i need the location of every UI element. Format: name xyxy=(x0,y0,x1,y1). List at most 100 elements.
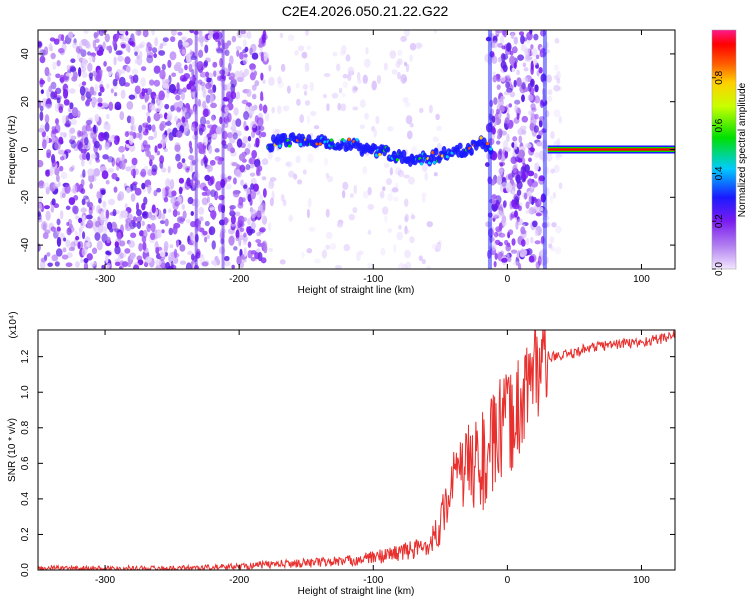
spectrogram-cell xyxy=(501,45,506,50)
spectrogram-cell xyxy=(240,30,247,35)
spectrogram-cell xyxy=(39,111,44,122)
spectrogram-cell xyxy=(363,58,371,68)
spectrogram-cell xyxy=(232,78,238,85)
spectrogram-cell xyxy=(179,187,183,192)
spectrogram-cell xyxy=(169,178,175,189)
spectrogram-cell xyxy=(217,75,222,81)
spectrogram-cell xyxy=(146,150,152,158)
spectrogram-cell xyxy=(179,260,187,265)
spectrogram-cell xyxy=(159,251,166,257)
spectrogram-cell xyxy=(530,48,538,57)
spectrogram-cell xyxy=(141,104,146,110)
spectrogram-cell xyxy=(534,240,541,245)
spectrogram-cell xyxy=(83,137,89,146)
spectrogram-cell xyxy=(294,50,299,56)
spectrogram-cell xyxy=(39,55,46,64)
spectrogram-cell xyxy=(529,122,535,132)
spectrogram-cell xyxy=(276,105,282,114)
spectrogram-cell xyxy=(116,68,122,77)
spectrogram-cell xyxy=(389,50,397,59)
spectrogram-cell xyxy=(232,190,240,198)
spectrogram-cell xyxy=(309,81,314,92)
spectrogram-cell xyxy=(342,73,348,79)
spectrogram-cell xyxy=(216,48,224,54)
spectrogram-cell xyxy=(229,72,236,79)
spectrogram-cell xyxy=(132,181,138,186)
spectrogram-cell xyxy=(69,102,74,110)
spectrogram-cell xyxy=(80,148,87,154)
spectrogram-cell xyxy=(120,89,126,100)
spectrogram-cell xyxy=(230,215,236,225)
spectrogram-cell xyxy=(421,258,426,265)
spectrogram-cell xyxy=(96,240,103,251)
spectrogram-cell xyxy=(59,156,65,161)
spectrogram-cell xyxy=(97,216,101,222)
spectrogram-cell xyxy=(398,262,405,269)
spectrogram-cell xyxy=(513,140,518,150)
spectrogram-cell xyxy=(131,68,139,75)
spectrogram-cell xyxy=(409,236,415,244)
spectrogram-cell xyxy=(208,228,213,235)
spectrogram-cell xyxy=(523,37,528,42)
spectrogram-cell xyxy=(387,126,394,132)
spectrogram-cell xyxy=(189,76,197,82)
spectrogram-cell xyxy=(547,89,553,96)
spectrogram-cell xyxy=(54,123,61,134)
spectrogram-cell xyxy=(122,252,127,258)
spectrogram-cell xyxy=(184,180,191,191)
spectrogram-cell xyxy=(200,116,207,126)
spectrogram-cell xyxy=(306,208,310,219)
spectrogram-cell xyxy=(141,182,146,190)
spectrogram-cell xyxy=(85,123,91,132)
spectrogram-cell xyxy=(248,105,255,116)
spectrogram-cell xyxy=(159,69,166,80)
spectrogram-cell xyxy=(247,142,251,150)
spectrogram-cell xyxy=(262,104,268,114)
spectrogram-cell xyxy=(364,112,369,120)
spectrogram-cell xyxy=(252,183,259,192)
spectrogram-cell xyxy=(517,128,524,136)
spectrogram-cell xyxy=(82,214,86,224)
spectrogram-cell xyxy=(174,256,179,264)
spectrogram-cell xyxy=(535,212,542,217)
spectrogram-cell xyxy=(260,91,264,99)
spectrogram-cell xyxy=(384,215,388,223)
spectrogram-cell xyxy=(535,198,542,208)
spectrogram-cell xyxy=(213,70,217,78)
spectrogram-cell xyxy=(147,211,152,219)
spectrogram-cell xyxy=(141,211,149,219)
spectrogram-cell xyxy=(393,196,399,202)
spectrogram-cell xyxy=(229,55,234,65)
spectrogram-cell xyxy=(142,241,147,251)
spectrogram-cell xyxy=(226,142,233,152)
spectrogram-cell xyxy=(141,88,146,97)
spectrogram-cell xyxy=(497,128,503,137)
spectrogram-cell xyxy=(54,261,60,267)
spectrogram-cell xyxy=(513,261,520,266)
spectrogram-cell xyxy=(66,221,70,226)
spectrogram-cell xyxy=(345,54,351,62)
spectrogram-cell xyxy=(61,114,67,125)
spectrogram-cell xyxy=(41,130,47,138)
spectrogram-cell xyxy=(203,135,209,146)
spectrogram-cell xyxy=(404,101,411,108)
spectrogram-cell xyxy=(158,50,166,56)
spectrogram-cell xyxy=(534,113,539,120)
spectrogram-cell xyxy=(113,56,117,66)
colorbar-ticks: 0.0 0.2 0.4 0.6 0.8 xyxy=(712,70,725,276)
spectrogram-cell xyxy=(553,75,559,80)
spectrogram-cell xyxy=(107,168,114,173)
spectrogram-cell xyxy=(498,222,503,231)
spectrogram-cell xyxy=(521,249,528,256)
spectrogram-cell xyxy=(428,104,433,114)
spectrogram-cell xyxy=(395,167,402,176)
spectrogram-cell xyxy=(201,197,209,206)
spectrogram-cell xyxy=(168,208,172,213)
spectrogram-cell xyxy=(329,242,337,250)
spectrogram-cell xyxy=(236,255,242,266)
spectrogram-cell xyxy=(500,76,506,82)
spectrogram-cell xyxy=(211,260,216,265)
spectrogram-cell xyxy=(55,118,59,125)
spectrogram-cell xyxy=(75,261,80,268)
